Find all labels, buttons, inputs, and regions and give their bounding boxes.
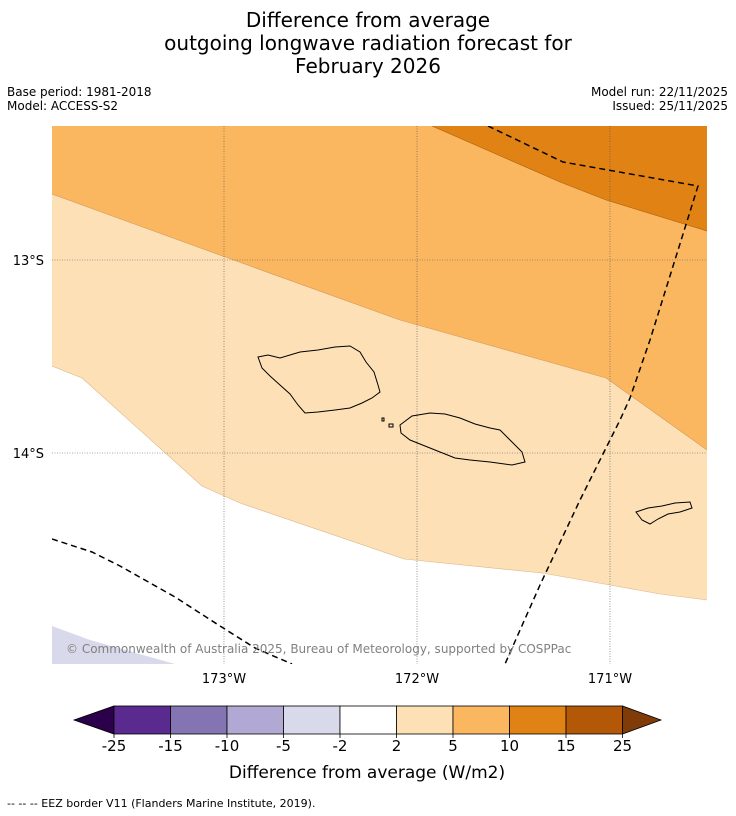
model-run: Model run: 22/11/2025 [590, 85, 728, 99]
title-line-1: Difference from average [245, 8, 491, 32]
model-name: Model: ACCESS-S2 [7, 99, 119, 113]
eez-border [52, 538, 293, 664]
colorbar: -25 -15 -10 -5 -2 2 5 10 15 25 [72, 705, 663, 755]
meta-left: Base period: 1981-2018 Model: ACCESS-S2 [7, 85, 152, 113]
colorbar-arrow-under [72, 705, 115, 735]
colorbar-bin [339, 705, 397, 735]
anomaly-band-5-10 [52, 126, 707, 450]
colorbar-tick-label: 15 [556, 737, 575, 755]
colorbar-tick-label: -25 [102, 737, 127, 755]
colorbar-tick-label: -5 [276, 737, 291, 755]
lon-label-172w: 172°W [395, 672, 439, 687]
anomaly-band-neutral [52, 366, 707, 664]
lon-label-171w: 171°W [588, 672, 632, 687]
island-upolu [399, 412, 526, 466]
map-panel [52, 126, 707, 664]
colorbar-tick-label: 25 [613, 737, 632, 755]
island-savaii [257, 345, 381, 414]
colorbar-tick-label: 5 [448, 737, 458, 755]
colorbar-bin [565, 705, 623, 735]
title-line-2: outgoing longwave radiation forecast for [164, 31, 572, 55]
colorbar-bin [452, 705, 510, 735]
colorbar-bin [226, 705, 284, 735]
colorbar-tick-label: -10 [215, 737, 240, 755]
contour-line [431, 126, 707, 232]
lat-label-13s: 13°S [13, 254, 44, 269]
colorbar-bin [396, 705, 454, 735]
colorbar-bin [170, 705, 228, 735]
copyright-text: © Commonwealth of Australia 2025, Bureau… [66, 642, 571, 656]
colorbar-bin [113, 705, 171, 735]
lon-label-173w: 173°W [202, 672, 246, 687]
colorbar-tick-label: -15 [158, 737, 183, 755]
contour-line [52, 193, 707, 451]
colorbar-tick-label: -2 [333, 737, 348, 755]
anomaly-band-10-15 [432, 126, 707, 231]
colorbar-label: Difference from average (W/m2) [229, 763, 505, 783]
island-manono-apolima [381, 417, 394, 428]
colorbar-arrow-over [622, 705, 663, 735]
base-period: Base period: 1981-2018 [7, 85, 152, 99]
colorbar-bin [283, 705, 341, 735]
island-tutuila [635, 501, 693, 525]
eez-border [487, 126, 699, 664]
eez-legend-text: -- -- -- EEZ border V11 (Flanders Marine… [7, 797, 316, 810]
axis-labels: 13°S 14°S 173°W 172°W 171°W [13, 254, 633, 687]
anomaly-band-minus-5-2 [52, 626, 175, 664]
issued-date: Issued: 25/11/2025 [612, 99, 728, 113]
title-line-3: February 2026 [295, 54, 441, 78]
contour-line [52, 365, 707, 601]
colorbar-bin [509, 705, 567, 735]
meta-right: Model run: 22/11/2025 Issued: 25/11/2025 [591, 85, 728, 113]
colorbar-tick-label: 10 [500, 737, 519, 755]
colorbar-tick-label: 2 [392, 737, 402, 755]
lat-label-14s: 14°S [13, 447, 44, 462]
